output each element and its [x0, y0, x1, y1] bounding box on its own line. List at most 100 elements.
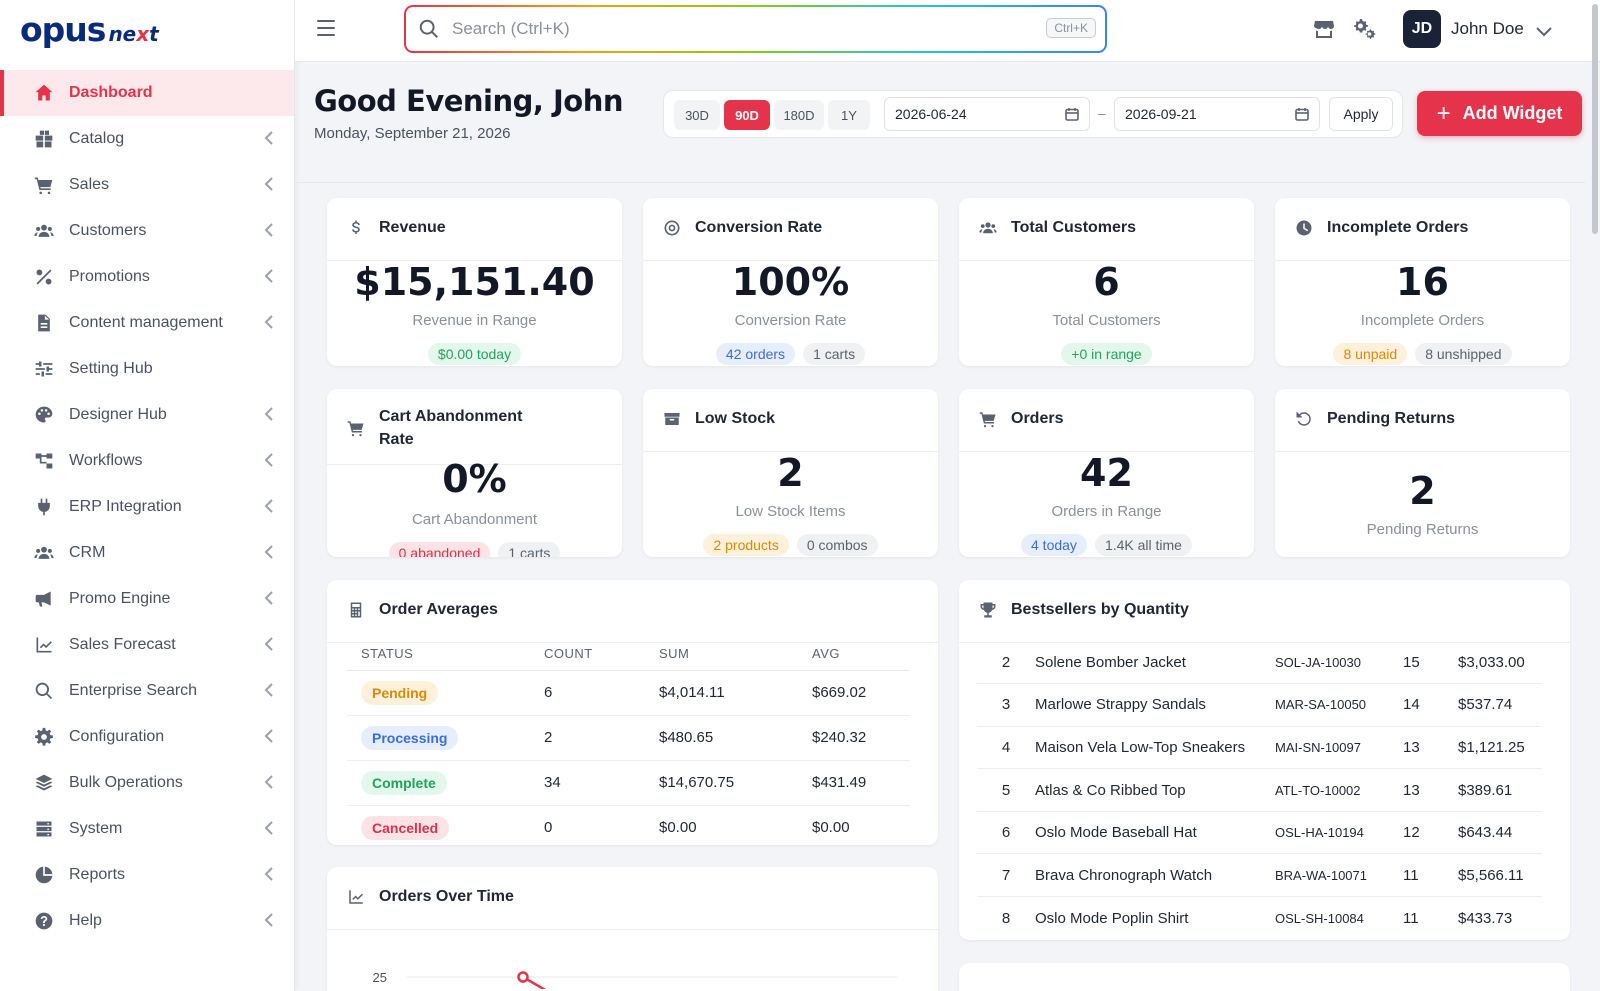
kpi-caption: Total Customers: [1052, 312, 1161, 329]
quantity-cell: 13: [1403, 768, 1458, 812]
calendar-icon: [1295, 107, 1309, 121]
range-90d-button[interactable]: 90D: [724, 100, 770, 130]
sidebar-item-erp-integration[interactable]: ERP Integration: [0, 484, 294, 530]
sidebar-item-label: Enterprise Search: [69, 682, 198, 699]
sidebar-item-label: Sales: [69, 176, 110, 193]
sidebar-item-crm[interactable]: CRM: [0, 530, 294, 576]
table-row[interactable]: 4 Maison Vela Low-Top Sneakers MAI-SN-1009…: [977, 726, 1542, 770]
sidebar-item-setting-hub[interactable]: Setting Hub: [0, 346, 294, 392]
sum-cell: $4,014.11: [645, 670, 798, 716]
sku-cell: MAR-SA-10050: [1275, 683, 1403, 727]
table-row[interactable]: 2 Solene Bomber Jacket SOL-JA-10030 15 $3,03…: [977, 641, 1542, 685]
kpi-value: 100%: [731, 260, 850, 304]
sidebar-item-reports[interactable]: Reports: [0, 852, 294, 898]
kpi-value: 0%: [442, 457, 507, 501]
revenue-card: Revenue $15,151.40 Revenue in Range $0.0…: [327, 198, 622, 366]
sidebar-item-system[interactable]: System: [0, 806, 294, 852]
amount-cell: $433.73: [1458, 909, 1513, 927]
user-menu[interactable]: JD John Doe: [1403, 10, 1552, 48]
sidebar-item-dashboard[interactable]: Dashboard: [0, 70, 294, 116]
sidebar-item-label: Customers: [69, 222, 147, 239]
current-date: Monday, September 21, 2026: [314, 125, 511, 142]
store-icon[interactable]: [1312, 17, 1336, 41]
quantity-cell: 13: [1403, 726, 1458, 770]
sidebar-nav: Dashboard Catalog Sales Customers Promotions…: [0, 70, 294, 944]
chevron-left-icon: [264, 223, 274, 237]
rank-cell: 7: [977, 853, 1035, 898]
sidebar-item-promo-engine[interactable]: Promo Engine: [0, 576, 294, 622]
sidebar-item-customers[interactable]: Customers: [0, 208, 294, 254]
card-title: Pending Returns: [1327, 410, 1456, 427]
chevron-left-icon: [264, 683, 274, 697]
sku-cell: MAI-SN-10097: [1275, 726, 1403, 770]
apply-button[interactable]: Apply: [1329, 97, 1393, 131]
amount-cell: $1,121.25: [1458, 726, 1542, 770]
sidebar-item-configuration[interactable]: Configuration: [0, 714, 294, 760]
range-1y-button[interactable]: 1Y: [828, 100, 870, 130]
sidebar-item-designer-hub[interactable]: Designer Hub: [0, 392, 294, 438]
kpi-caption: Orders in Range: [1051, 503, 1162, 520]
avg-cell: $240.32: [798, 715, 910, 761]
target-icon: [661, 217, 683, 239]
add-widget-button[interactable]: + Add Widget: [1417, 91, 1582, 136]
kpi-value: $15,151.40: [354, 260, 595, 304]
scrollbar[interactable]: [1592, 0, 1598, 991]
divider: [295, 182, 1585, 183]
amount-cell: $389.61: [1458, 768, 1542, 812]
sidebar-item-enterprise-search[interactable]: Enterprise Search: [0, 668, 294, 714]
cart-icon: [33, 174, 55, 196]
kpi-pill: 1 carts: [498, 542, 561, 557]
product-name-cell: Brava Chronograph Watch: [1035, 853, 1275, 898]
sidebar-item-catalog[interactable]: Catalog: [0, 116, 294, 162]
table-row[interactable]: 7 Brava Chronograph Watch BRA-WA-10071 11 $5…: [977, 853, 1542, 898]
kpi-value: 6: [1093, 260, 1120, 304]
chevron-left-icon: [264, 499, 274, 513]
line-chart-icon: [33, 634, 55, 656]
sidebar-item-content-management[interactable]: Content management: [0, 300, 294, 346]
sidebar-item-promotions[interactable]: Promotions: [0, 254, 294, 300]
kpi-value: 16: [1396, 260, 1449, 304]
chevron-left-icon: [264, 913, 274, 927]
quantity-cell: 14: [1403, 683, 1458, 727]
sku-cell: SOL-JA-10030: [1275, 641, 1403, 685]
table-row[interactable]: 3 Marlowe Strappy Sandals MAR-SA-10050 14 $5…: [977, 683, 1542, 727]
table-row: Pending 6 $4,014.11 $669.02: [347, 670, 910, 716]
search-input[interactable]: [452, 15, 1012, 43]
gear-icon: [33, 726, 55, 748]
sidebar-item-workflows[interactable]: Workflows: [0, 438, 294, 484]
sidebar-item-help[interactable]: Help: [0, 898, 294, 944]
sidebar-item-sales-forecast[interactable]: Sales Forecast: [0, 622, 294, 668]
card-title: Orders: [1011, 410, 1064, 427]
sidebar-item-label: System: [69, 820, 123, 837]
table-row[interactable]: 8 Oslo Mode Poplin Shirt OSL-SH-10084 11 $43…: [977, 897, 1542, 940]
brand-logo[interactable]: opus next: [20, 10, 159, 50]
product-name-cell: Oslo Mode Poplin Shirt: [1035, 909, 1189, 927]
sidebar-item-bulk-operations[interactable]: Bulk Operations: [0, 760, 294, 806]
sidebar-item-sales[interactable]: Sales: [0, 162, 294, 208]
scrollbar-thumb[interactable]: [1592, 4, 1598, 234]
sidebar-item-label: Configuration: [69, 728, 165, 745]
gears-icon[interactable]: [1353, 17, 1377, 41]
chevron-left-icon: [264, 407, 274, 421]
table-row[interactable]: 6 Oslo Mode Baseball Hat OSL-HA-10194 12 $64…: [977, 811, 1542, 855]
kpi-pill: 1.4K all time: [1094, 534, 1192, 556]
kpi-pill: 4 today: [1021, 534, 1087, 556]
menu-toggle-icon[interactable]: [317, 20, 335, 36]
chevron-left-icon: [264, 315, 274, 329]
chevron-left-icon: [264, 131, 274, 145]
range-30d-button[interactable]: 30D: [674, 100, 720, 130]
table-row[interactable]: 5 Atlas & Co Ribbed Top ATL-TO-10002 13 $389…: [977, 768, 1542, 812]
kpi-caption: Cart Abandonment: [411, 511, 538, 528]
date-from-input[interactable]: 2026-06-24: [884, 97, 1090, 131]
range-180d-button[interactable]: 180D: [774, 100, 824, 130]
server-icon: [33, 818, 55, 840]
sidebar: opus next Dashboard Catalog Sales Customers…: [0, 0, 295, 991]
date-to-input[interactable]: 2026-09-21: [1114, 97, 1320, 131]
conversion-rate-card: Conversion Rate 100% Conversion Rate 42 …: [643, 198, 938, 366]
users-icon: [33, 220, 55, 242]
kpi-caption: Pending Returns: [1366, 521, 1479, 538]
sidebar-item-label: Bulk Operations: [69, 774, 183, 791]
avg-cell: $0.00: [812, 819, 850, 837]
column-header: STATUS: [347, 638, 530, 671]
sidebar-item-label: Setting Hub: [69, 360, 153, 377]
